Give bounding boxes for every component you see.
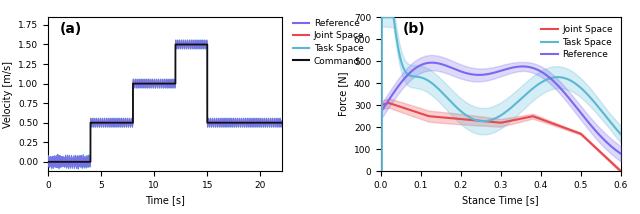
Text: (a): (a) (60, 22, 82, 36)
Text: (b): (b) (403, 22, 425, 36)
Legend: Reference, Joint Space, Task Space, Command: Reference, Joint Space, Task Space, Comm… (289, 15, 368, 69)
Y-axis label: Velocity [m/s]: Velocity [m/s] (3, 61, 13, 128)
X-axis label: Time [s]: Time [s] (145, 195, 185, 205)
Y-axis label: Force [N]: Force [N] (339, 72, 348, 116)
X-axis label: Stance Time [s]: Stance Time [s] (463, 195, 539, 205)
Legend: Joint Space, Task Space, Reference: Joint Space, Task Space, Reference (538, 22, 616, 63)
